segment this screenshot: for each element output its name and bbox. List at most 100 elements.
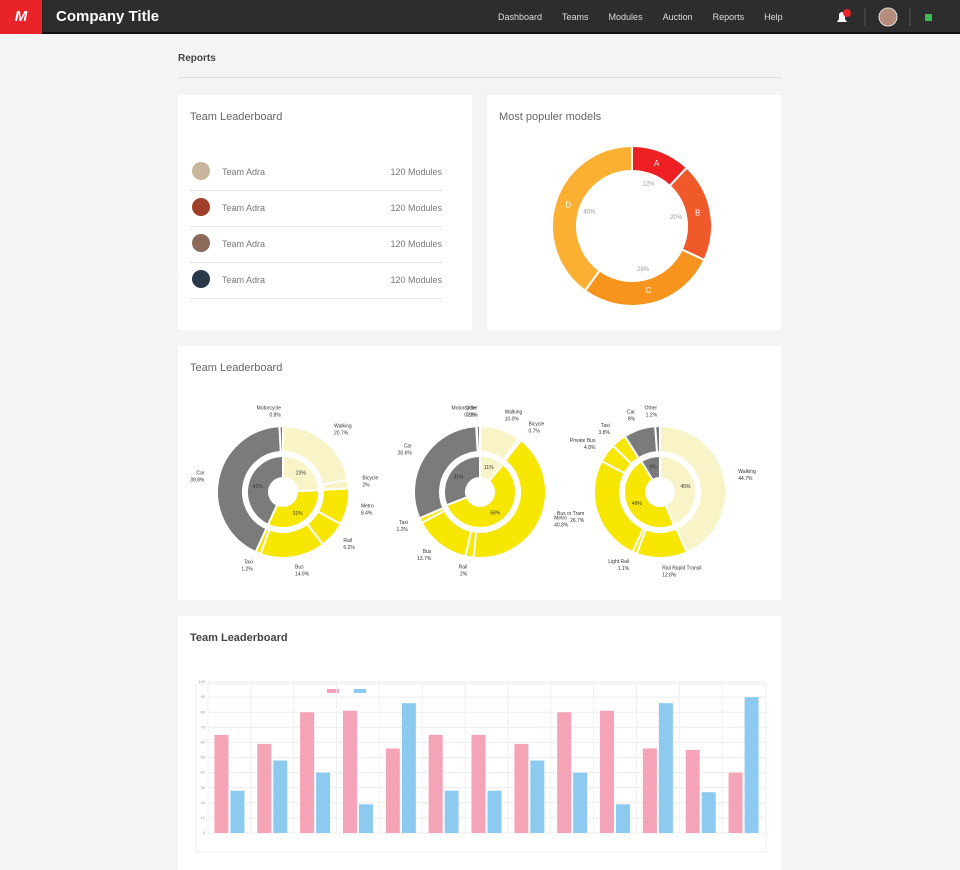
- segment-value: 49%: [632, 501, 643, 507]
- bar: [616, 804, 631, 833]
- nav-item[interactable]: Teams: [562, 12, 589, 22]
- team-avatar: [192, 198, 210, 216]
- bar: [514, 743, 529, 833]
- segment-value: 20%: [670, 215, 683, 221]
- segment-value: 1.2%: [241, 566, 253, 572]
- team-name: Team Adra: [222, 239, 266, 249]
- segment-label: Taxi: [244, 559, 253, 565]
- segment-label: D: [565, 200, 571, 209]
- y-tick-label: 100: [198, 679, 205, 684]
- card-title: Most populer models: [499, 111, 602, 123]
- leaderboard-row: Team Adra 120 Modules: [190, 262, 442, 299]
- segment-label: Other: [465, 405, 478, 411]
- team-name: Team Adra: [222, 167, 266, 177]
- y-tick-label: 40: [201, 770, 206, 775]
- bar: [230, 790, 245, 833]
- segment-value: 8.4%: [361, 510, 373, 516]
- y-tick-label: 20: [201, 800, 206, 805]
- bar: [530, 760, 545, 833]
- segment-label: Motorcycle: [257, 405, 281, 411]
- ring-segment: [475, 424, 481, 454]
- segment-value: 6.2%: [343, 545, 355, 551]
- nav-item[interactable]: Help: [764, 12, 783, 22]
- segment-label: Car: [627, 409, 635, 415]
- y-tick-label: 0: [203, 830, 206, 835]
- segment-label: Rail: [459, 564, 468, 570]
- team-modules: 120 Modules: [390, 203, 442, 213]
- y-tick-label: 10: [201, 815, 206, 820]
- y-tick-label: 30: [201, 785, 206, 790]
- team-avatar: [192, 234, 210, 252]
- bar: [573, 772, 588, 833]
- nav: Dashboard Teams Modules Auction Reports Help: [498, 12, 783, 22]
- ring-segment: [443, 454, 481, 507]
- card-title: Team Leaderboard: [190, 362, 283, 374]
- segment-value: 20.7%: [334, 431, 349, 437]
- nav-item[interactable]: Dashboard: [498, 12, 543, 22]
- segment-value: 41%: [253, 484, 264, 490]
- segment-value: 1.2%: [646, 412, 658, 418]
- segment-value: 8%: [628, 416, 636, 422]
- segment-label: Bus or Tram: [557, 511, 584, 517]
- bar: [316, 772, 331, 833]
- nav-item[interactable]: Auction: [662, 12, 693, 22]
- legend-swatch: [327, 689, 339, 693]
- segment-value: 12%: [643, 182, 656, 188]
- y-tick-label: 90: [201, 694, 206, 699]
- segment-value: 0.8%: [269, 412, 281, 418]
- bar: [385, 748, 400, 833]
- segment-label: B: [695, 209, 700, 218]
- ring-segment: [583, 248, 706, 307]
- leaderboard-card: Team Leaderboard Team Adra 120 Modules Tea…: [178, 95, 472, 330]
- segment-value: 2%: [362, 483, 370, 489]
- segment-label: Light Rail: [608, 559, 629, 565]
- bar: [701, 792, 716, 833]
- top-icons: [837, 7, 932, 27]
- bar: [600, 710, 615, 833]
- segment-label: Taxi: [601, 423, 610, 429]
- y-tick-label: 80: [201, 709, 206, 714]
- bar: [358, 804, 373, 833]
- bar: [444, 790, 459, 833]
- bar: [214, 734, 229, 833]
- segment-label: A: [654, 159, 660, 168]
- segment-value: 44.7%: [738, 476, 753, 482]
- y-tick-label: 50: [201, 755, 206, 760]
- leaderboard-row: Team Adra 120 Modules: [190, 190, 442, 227]
- logo[interactable]: M: [0, 0, 42, 34]
- page-title: Reports: [178, 53, 216, 64]
- ring-segment: [659, 424, 727, 554]
- lock-icon[interactable]: [925, 14, 932, 21]
- nav-item[interactable]: Reports: [712, 12, 745, 22]
- divider: [178, 77, 782, 78]
- segment-label: Metro: [554, 515, 567, 521]
- team-avatar: [192, 162, 210, 180]
- bar: [487, 790, 502, 833]
- segment-value: 31%: [453, 475, 464, 481]
- bar: [342, 710, 357, 833]
- ring-segment: [623, 459, 676, 529]
- bar: [642, 748, 657, 833]
- bar: [300, 712, 315, 833]
- bar: [658, 703, 673, 833]
- segment-label: C: [646, 286, 652, 295]
- segment-label: Car: [196, 470, 204, 476]
- segment-value: 58%: [490, 510, 501, 516]
- segment-value: 40%: [583, 210, 596, 216]
- segment-label: Walking: [738, 469, 756, 475]
- segment-label: Other: [645, 405, 658, 411]
- segment-value: 1.2%: [396, 527, 408, 533]
- segment-value: 30.6%: [398, 450, 413, 456]
- bar: [471, 734, 486, 833]
- ring-segment: [246, 454, 284, 527]
- bar: [557, 712, 572, 833]
- brand[interactable]: Company Title: [56, 8, 160, 25]
- team-modules: 120 Modules: [390, 167, 442, 177]
- ring-segment: [668, 166, 713, 262]
- avatar[interactable]: [878, 7, 898, 27]
- team-modules: 120 Modules: [390, 275, 442, 285]
- ring-segment: [278, 424, 284, 454]
- nav-item[interactable]: Modules: [608, 12, 643, 22]
- bar: [685, 749, 700, 833]
